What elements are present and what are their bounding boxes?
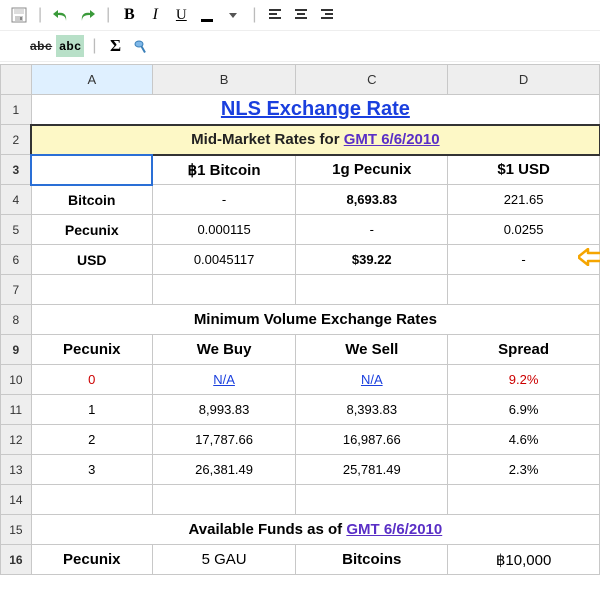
toolbar-separator: | (252, 6, 256, 24)
cell-D13[interactable]: 2.3% (448, 455, 600, 485)
align-center-icon[interactable] (290, 4, 312, 26)
row-header[interactable]: 11 (1, 395, 32, 425)
row-header[interactable]: 2 (1, 125, 32, 155)
cell-A16[interactable]: Pecunix (31, 545, 152, 575)
cell-B10[interactable]: N/A (152, 365, 296, 395)
cell-D6[interactable]: - (448, 245, 600, 275)
cell-C14[interactable] (296, 485, 448, 515)
spreadsheet-grid[interactable]: A B C D 1 NLS Exchange Rate 2 Mid-Market… (0, 64, 600, 575)
toolbar-separator: | (106, 6, 110, 24)
col-header-a[interactable]: A (31, 65, 152, 95)
cell-C7[interactable] (296, 275, 448, 305)
strikethrough-icon[interactable]: abc (30, 35, 52, 57)
cell-A6[interactable]: USD (31, 245, 152, 275)
cell-C11[interactable]: 8,393.83 (296, 395, 448, 425)
row-header[interactable]: 6 (1, 245, 32, 275)
underline-icon[interactable]: U (170, 4, 192, 26)
toolbar-row-1: | | B I U | (0, 0, 600, 31)
row-header[interactable]: 3 (1, 155, 32, 185)
row-header[interactable]: 16 (1, 545, 32, 575)
cell-C6[interactable]: $39.22 (296, 245, 448, 275)
title-cell[interactable]: NLS Exchange Rate (31, 95, 599, 125)
cell-D7[interactable] (448, 275, 600, 305)
toolbar-separator: | (38, 6, 42, 24)
corner-cell[interactable] (1, 65, 32, 95)
cell-C5[interactable]: - (296, 215, 448, 245)
row-header[interactable]: 10 (1, 365, 32, 395)
cell-A14[interactable] (31, 485, 152, 515)
cell-C10[interactable]: N/A (296, 365, 448, 395)
cell-B12[interactable]: 17,787.66 (152, 425, 296, 455)
cell-B13[interactable]: 26,381.49 (152, 455, 296, 485)
funds-title[interactable]: Available Funds as of GMT 6/6/2010 (31, 515, 599, 545)
toolbar-separator: | (92, 37, 96, 55)
cell-C16[interactable]: Bitcoins (296, 545, 448, 575)
cell-C4[interactable]: 8,693.83 (296, 185, 448, 215)
cell-A3[interactable] (31, 155, 152, 185)
subtitle-date-link[interactable]: GMT 6/6/2010 (344, 131, 440, 148)
cell-A9[interactable]: Pecunix (31, 335, 152, 365)
cell-C12[interactable]: 16,987.66 (296, 425, 448, 455)
cell-C13[interactable]: 25,781.49 (296, 455, 448, 485)
cell-B7[interactable] (152, 275, 296, 305)
row-header[interactable]: 5 (1, 215, 32, 245)
subtitle-cell[interactable]: Mid-Market Rates for GMT 6/6/2010 (31, 125, 599, 155)
cell-A5[interactable]: Pecunix (31, 215, 152, 245)
bold-icon[interactable]: B (118, 4, 140, 26)
row-header[interactable]: 13 (1, 455, 32, 485)
row-header[interactable]: 4 (1, 185, 32, 215)
funds-date-link[interactable]: GMT 6/6/2010 (346, 521, 442, 538)
redo-icon[interactable] (76, 4, 98, 26)
cell-D14[interactable] (448, 485, 600, 515)
cell-D11[interactable]: 6.9% (448, 395, 600, 425)
cell-B9[interactable]: We Buy (152, 335, 296, 365)
cell-A13[interactable]: 3 (31, 455, 152, 485)
cell-A12[interactable]: 2 (31, 425, 152, 455)
cell-A4[interactable]: Bitcoin (31, 185, 152, 215)
cell-B3[interactable]: ฿1 Bitcoin (152, 155, 296, 185)
sum-icon[interactable]: Σ (105, 35, 127, 57)
align-right-icon[interactable] (316, 4, 338, 26)
col-header-b[interactable]: B (152, 65, 296, 95)
cell-D9[interactable]: Spread (448, 335, 600, 365)
cell-A11[interactable]: 1 (31, 395, 152, 425)
save-icon[interactable] (8, 4, 30, 26)
cell-D4[interactable]: 221.65 (448, 185, 600, 215)
cell-D3[interactable]: $1 USD (448, 155, 600, 185)
italic-icon[interactable]: I (144, 4, 166, 26)
cell-D16[interactable]: ฿10,000 (448, 545, 600, 575)
cell-B11[interactable]: 8,993.83 (152, 395, 296, 425)
row-header[interactable]: 12 (1, 425, 32, 455)
cell-D10[interactable]: 9.2% (448, 365, 600, 395)
dropdown-icon[interactable] (222, 4, 244, 26)
undo-icon[interactable] (50, 4, 72, 26)
cell-A7[interactable] (31, 275, 152, 305)
cell-A10[interactable]: 0 (31, 365, 152, 395)
highlight-icon[interactable]: abc (56, 35, 84, 57)
align-left-icon[interactable] (264, 4, 286, 26)
cell-D12[interactable]: 4.6% (448, 425, 600, 455)
row-header[interactable]: 7 (1, 275, 32, 305)
cell-C9[interactable]: We Sell (296, 335, 448, 365)
cell-B6[interactable]: 0.0045117 (152, 245, 296, 275)
row-header[interactable]: 15 (1, 515, 32, 545)
subtitle-text: Mid-Market Rates for (191, 131, 344, 148)
toolbar-row-2: abc abc | Σ (0, 31, 600, 62)
row-header[interactable]: 14 (1, 485, 32, 515)
row-header[interactable]: 8 (1, 305, 32, 335)
cell-B14[interactable] (152, 485, 296, 515)
col-header-c[interactable]: C (296, 65, 448, 95)
col-header-d[interactable]: D (448, 65, 600, 95)
row-header[interactable]: 9 (1, 335, 32, 365)
funds-prefix: Available Funds as of (189, 521, 347, 538)
cell-B16[interactable]: 5 GAU (152, 545, 296, 575)
cell-D5[interactable]: 0.0255 (448, 215, 600, 245)
cell-B4[interactable]: - (152, 185, 296, 215)
mvr-title[interactable]: Minimum Volume Exchange Rates (31, 305, 599, 335)
function-wizard-icon[interactable] (131, 35, 153, 57)
row-header[interactable]: 1 (1, 95, 32, 125)
cell-B5[interactable]: 0.000115 (152, 215, 296, 245)
font-color-icon[interactable] (196, 4, 218, 26)
cell-C3[interactable]: 1g Pecunix (296, 155, 448, 185)
